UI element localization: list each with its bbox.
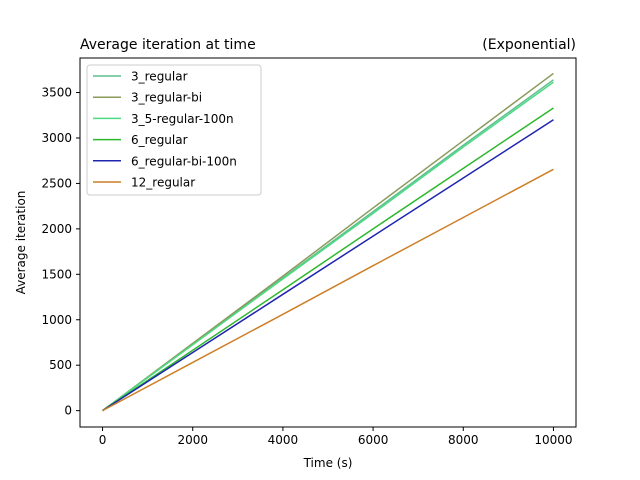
y-tick-label-0: 0 — [64, 404, 72, 418]
series-line-1 — [102, 72, 554, 412]
x-tick-label-4: 8000 — [448, 433, 479, 447]
legend-label-0: 3_regular — [131, 70, 188, 84]
plot-frame — [79, 57, 577, 428]
x-tick-label-0: 0 — [99, 433, 107, 447]
y-tick-label-4: 2000 — [41, 222, 72, 236]
legend-label-4: 6_regular-bi-100n — [131, 154, 237, 168]
chart-subtitle: (Exponential) — [482, 37, 576, 53]
x-tick-label-1: 2000 — [177, 433, 208, 447]
legend-box — [86, 64, 262, 196]
tick-layer: 0 2000 4000 6000 8000 10000 0 500 1000 1500 2000 25… — [41, 86, 572, 447]
series-line-5 — [102, 168, 554, 412]
legend-label-2: 3_5-regular-100n — [131, 112, 234, 126]
y-axis-label: Average iteration — [14, 191, 28, 295]
legend-label-1: 3_regular-bi — [131, 91, 202, 105]
series-layer — [102, 72, 554, 412]
legend-label-5: 12_regular — [131, 176, 195, 190]
y-tick-label-2: 1000 — [41, 313, 72, 327]
series-line-2 — [102, 81, 554, 412]
legend: 3_regular 3_regular-bi 3_5-regular-100n 6_r… — [86, 64, 262, 196]
y-tick-label-6: 3000 — [41, 131, 72, 145]
y-tick-label-7: 3500 — [41, 86, 72, 100]
series-line-4 — [102, 119, 554, 412]
legend-label-3: 6_regular — [131, 133, 188, 147]
chart-title: Average iteration at time — [80, 37, 256, 53]
y-tick-label-5: 2500 — [41, 176, 72, 190]
x-tick-label-5: 10000 — [534, 433, 572, 447]
x-tick-label-2: 4000 — [268, 433, 299, 447]
x-axis-label: Time (s) — [303, 456, 353, 470]
x-tick-label-3: 6000 — [358, 433, 389, 447]
series-line-3 — [102, 107, 554, 412]
y-tick-label-1: 500 — [49, 358, 72, 372]
y-tick-label-3: 1500 — [41, 267, 72, 281]
